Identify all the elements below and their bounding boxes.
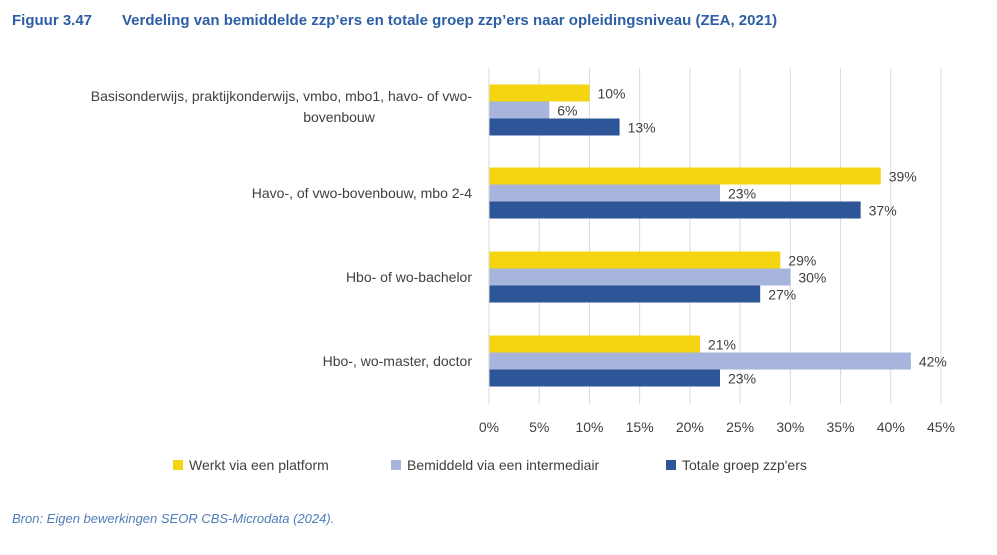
category-label: Basisonderwijs, praktijkonderwijs, vmbo,… [91, 88, 473, 104]
data-label: 27% [768, 287, 796, 303]
category-label: Hbo-, wo-master, doctor [323, 353, 473, 369]
legend-item: Bemiddeld via een intermediair [391, 457, 599, 473]
legend-label: Totale groep zzp'ers [682, 457, 807, 473]
bar [489, 118, 620, 136]
data-label: 21% [708, 337, 736, 353]
bar [489, 201, 861, 219]
bar [489, 335, 700, 353]
figure-title: Figuur 3.47 Verdeling van bemiddelde zzp’… [12, 12, 777, 29]
data-label: 13% [628, 120, 656, 136]
figure-title-text: Verdeling van bemiddelde zzp’ers en tota… [122, 12, 778, 29]
category-label: bovenbouw [303, 109, 376, 125]
bar [489, 369, 721, 387]
bar [489, 84, 590, 102]
bar [489, 184, 721, 202]
bar [489, 285, 761, 303]
x-tick-label: 15% [626, 419, 654, 435]
x-tick-label: 10% [575, 419, 603, 435]
x-tick-label: 45% [927, 419, 955, 435]
legend-swatch [173, 460, 183, 470]
data-label: 42% [919, 354, 947, 370]
data-label: 37% [869, 203, 897, 219]
x-tick-label: 20% [676, 419, 704, 435]
data-label: 23% [728, 186, 756, 202]
bar [489, 251, 781, 269]
data-label: 29% [788, 253, 816, 269]
x-tick-label: 0% [479, 419, 499, 435]
category-label: Hbo- of wo-bachelor [346, 269, 472, 285]
legend-swatch [391, 460, 401, 470]
x-tick-label: 30% [776, 419, 804, 435]
category-label: Havo-, of vwo-bovenbouw, mbo 2-4 [252, 185, 472, 201]
x-tick-label: 40% [877, 419, 905, 435]
x-tick-label: 25% [726, 419, 754, 435]
data-label: 39% [889, 169, 917, 185]
legend-label: Werkt via een platform [189, 457, 329, 473]
data-label: 10% [597, 86, 625, 102]
data-label: 30% [798, 270, 826, 286]
bar [489, 268, 791, 286]
chart-legend: Werkt via een platform Bemiddeld via een … [0, 457, 997, 477]
bar [489, 101, 550, 119]
bar [489, 352, 911, 370]
legend-item: Totale groep zzp'ers [666, 457, 807, 473]
legend-swatch [666, 460, 676, 470]
figure-source: Bron: Eigen bewerkingen SEOR CBS-Microda… [12, 511, 335, 526]
legend-label: Bemiddeld via een intermediair [407, 457, 600, 473]
data-label: 23% [728, 371, 756, 387]
x-tick-label: 5% [529, 419, 549, 435]
bar [489, 167, 881, 185]
data-label: 6% [557, 103, 577, 119]
x-tick-label: 35% [827, 419, 855, 435]
legend-item: Werkt via een platform [173, 457, 329, 473]
figure-number: Figuur 3.47 [12, 12, 93, 29]
